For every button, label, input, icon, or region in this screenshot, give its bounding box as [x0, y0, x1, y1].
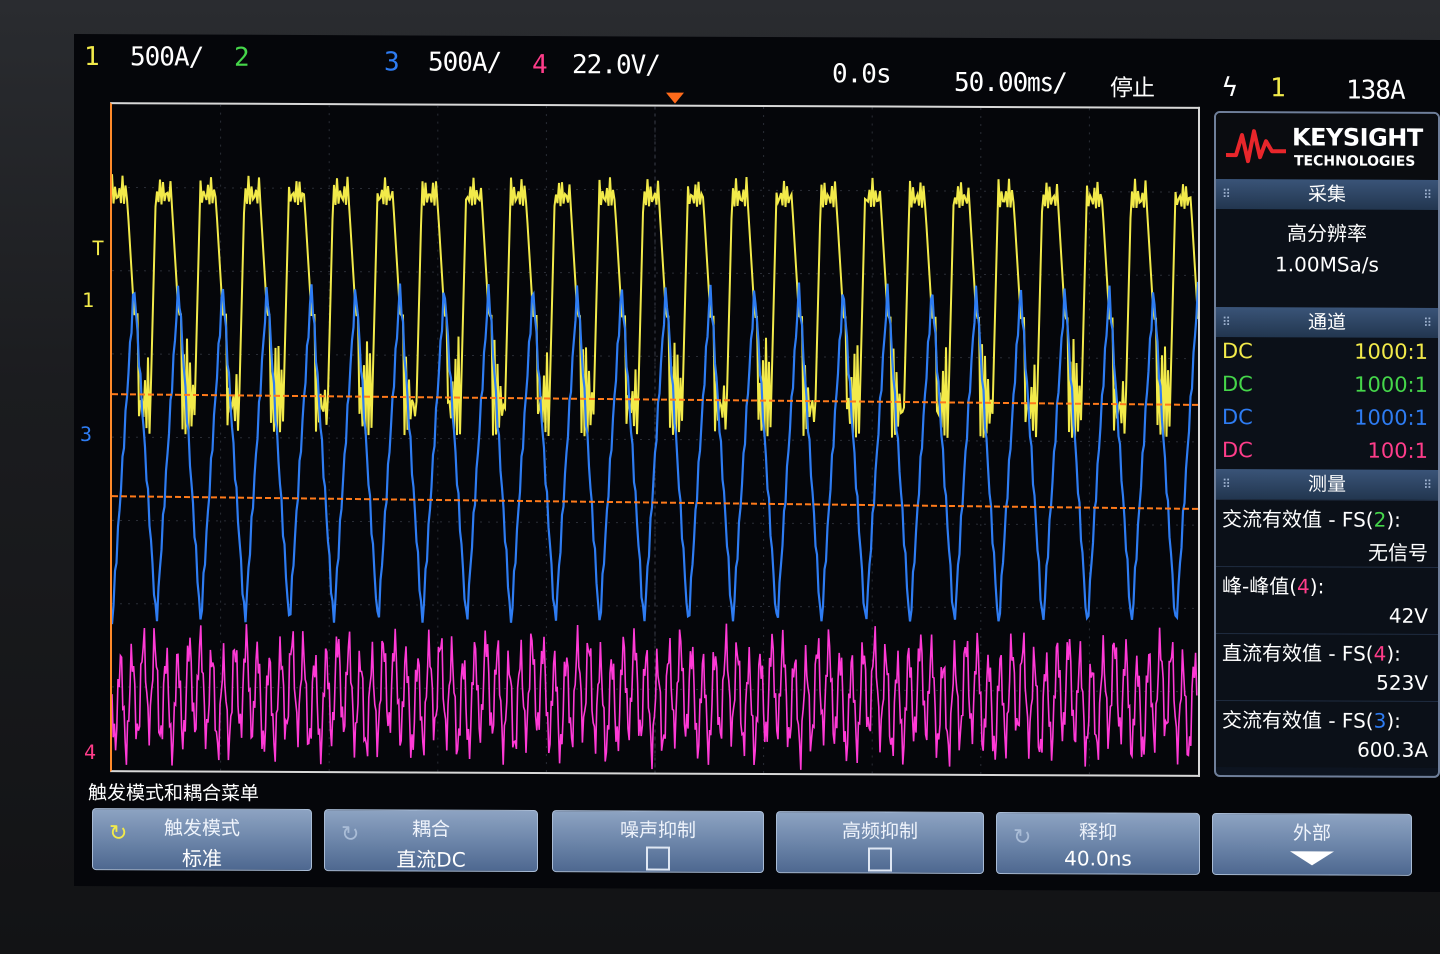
acquire-section: 高分辨率 1.00MSa/s: [1216, 208, 1438, 308]
channel-row-2[interactable]: DC 1000:1: [1216, 370, 1438, 404]
time-scale[interactable]: 50.00㎳/: [954, 67, 1067, 99]
softkey-bar: ↻ 触发模式 标准 ↻ 耦合 直流DC 噪声抑制 高频抑制 ↻ 释抑 40.0n…: [92, 808, 1422, 880]
softkey-hf-reject[interactable]: 高频抑制: [776, 811, 984, 874]
ch4-scale[interactable]: 22.0V/: [572, 50, 660, 81]
measurement-2-value: 42V: [1388, 603, 1428, 628]
brand-sub: TECHNOLOGIES: [1294, 153, 1416, 170]
time-delay[interactable]: 0.0s: [832, 59, 891, 90]
softkey-external[interactable]: 外部: [1212, 812, 1412, 876]
measurement-2-label[interactable]: 峰-峰值(4):: [1216, 565, 1438, 601]
ch4-ground-marker[interactable]: 4: [84, 740, 97, 765]
ch4-coupling: DC: [1222, 438, 1253, 463]
ch3-ground-marker[interactable]: 3: [80, 422, 93, 447]
ch3-coupling: DC: [1222, 405, 1253, 430]
trigger-level[interactable]: 138A: [1346, 75, 1405, 106]
channel-row-1[interactable]: DC 1000:1: [1216, 337, 1438, 371]
cursor-line-lower: [112, 495, 1198, 510]
run-state[interactable]: 停止: [1110, 75, 1154, 102]
ch4-probe: 100:1: [1367, 438, 1428, 463]
measure-header[interactable]: ⠿ 测量 ⠿: [1216, 468, 1438, 500]
softkey-noise-reject[interactable]: 噪声抑制: [552, 810, 764, 874]
ch1-label[interactable]: 1: [84, 42, 99, 73]
ch3-label[interactable]: 3: [384, 47, 399, 78]
ch2-label[interactable]: 2: [234, 42, 249, 73]
acquire-title: 采集: [1307, 183, 1346, 206]
ch4-label[interactable]: 4: [532, 49, 547, 81]
softkey-trigger-mode[interactable]: ↻ 触发模式 标准: [92, 808, 312, 872]
measurement-1-label[interactable]: 交流有效值 - FS(2):: [1216, 498, 1438, 534]
measurement-4-label[interactable]: 交流有效值 - FS(3):: [1216, 699, 1438, 735]
grid-line-horizontal: [112, 270, 1198, 276]
measurement-1-value: 无信号: [1368, 540, 1428, 565]
menu-title: 触发模式和耦合菜单: [88, 782, 260, 805]
status-bar: 1 500A/ 2 3 500A/ 4 22.0V/ 0.0s 50.00㎳/ …: [74, 34, 1440, 106]
noise-reject-checkbox[interactable]: [646, 846, 670, 871]
oscilloscope-screen: 1 500A/ 2 3 500A/ 4 22.0V/ 0.0s 50.00㎳/ …: [74, 34, 1440, 892]
grid-line-horizontal: [112, 603, 1198, 609]
acquire-mode: 高分辨率: [1287, 221, 1367, 246]
ch1-waveform: [112, 174, 1198, 439]
rotate-knob-icon: ↻: [109, 821, 128, 847]
channel-row-3[interactable]: DC 1000:1: [1216, 403, 1438, 437]
sample-rate: 1.00MSa/s: [1275, 252, 1379, 277]
measurement-3-label[interactable]: 直流有效值 - FS(4):: [1216, 632, 1438, 668]
waveform-display[interactable]: [110, 102, 1200, 777]
grid-line-horizontal: [112, 436, 1198, 443]
ch1-probe: 1000:1: [1354, 339, 1428, 364]
measurement-3-value: 523V: [1376, 670, 1428, 695]
cursor-line-upper: [112, 393, 1198, 406]
ch1-coupling: DC: [1222, 339, 1253, 364]
waveform-canvas: [112, 104, 1198, 775]
acquire-header[interactable]: ⠿ 采集 ⠿: [1216, 178, 1438, 210]
trigger-position-marker: [666, 92, 684, 104]
rotate-knob-icon: ↻: [1013, 825, 1032, 851]
softkey-holdoff[interactable]: ↻ 释抑 40.0ns: [996, 812, 1200, 875]
grid-line-horizontal: [112, 186, 1198, 193]
ch2-coupling: DC: [1222, 372, 1253, 397]
grid-line-horizontal: [112, 686, 1198, 693]
ch1-scale[interactable]: 500A/: [130, 42, 204, 73]
ch4-waveform: [112, 623, 1198, 770]
channels-section: DC 1000:1 DC 1000:1 DC 1000:1 DC 100:1: [1216, 336, 1438, 470]
softkey-coupling[interactable]: ↻ 耦合 直流DC: [324, 809, 538, 873]
hf-reject-checkbox[interactable]: [868, 847, 892, 872]
keysight-wave-icon: [1226, 129, 1286, 164]
measure-title: 测量: [1307, 473, 1346, 496]
rotate-knob-icon: ↻: [341, 822, 360, 848]
ch3-waveform: [112, 281, 1198, 625]
measure-section: 交流有效值 - FS(2): 无信号 峰-峰值(4): 42V 直流有效值 - …: [1216, 498, 1438, 768]
trigger-slope-icon: ϟ: [1222, 73, 1237, 104]
side-panel: KEYSIGHT TECHNOLOGIES ⠿ 采集 ⠿ 高分辨率 1.00MS…: [1214, 110, 1440, 778]
channels-title: 通道: [1307, 311, 1346, 334]
channel-row-4[interactable]: DC 100:1: [1216, 436, 1438, 470]
ch3-scale[interactable]: 500A/: [428, 47, 502, 78]
down-arrow-icon: [1290, 851, 1334, 866]
ch3-probe: 1000:1: [1354, 405, 1428, 430]
ch1-ground-marker[interactable]: 1: [82, 288, 95, 313]
keysight-logo: KEYSIGHT TECHNOLOGIES: [1216, 112, 1438, 180]
trigger-level-marker[interactable]: T: [92, 236, 105, 261]
measurement-4-value: 600.3A: [1357, 737, 1428, 762]
grid-line-horizontal: [112, 519, 1198, 526]
channels-header[interactable]: ⠿ 通道 ⠿: [1216, 306, 1438, 338]
brand-name: KEYSIGHT: [1292, 123, 1423, 152]
ch2-probe: 1000:1: [1354, 372, 1428, 397]
trigger-source[interactable]: 1: [1270, 73, 1285, 104]
